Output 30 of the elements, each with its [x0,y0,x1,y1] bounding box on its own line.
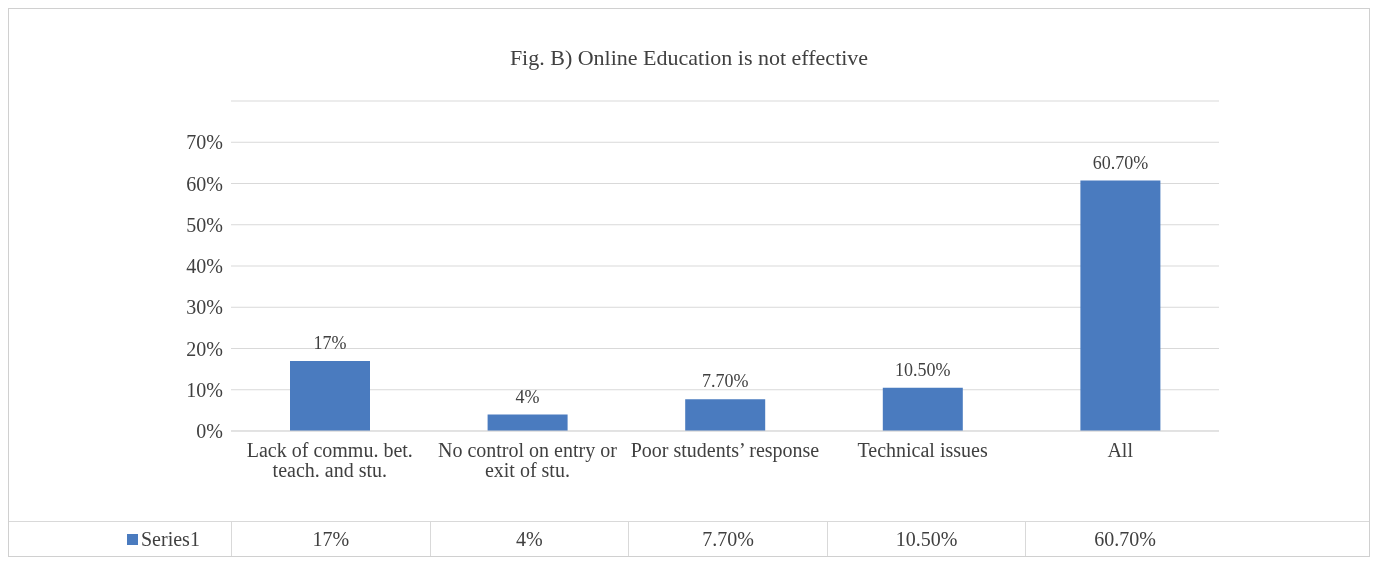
x-tick-label: Lack of commu. bet. teach. and stu. [246,439,413,482]
text: 4% [515,386,540,407]
text: 60.70% [1092,152,1149,173]
bar [487,414,568,431]
x-tick-label: No control on entry or exit of stu. [437,439,618,482]
data-label: 4% [429,522,629,556]
text: 7.70% [701,371,749,392]
x-tick-label: Poor students’ response [630,439,820,463]
data-label: 10.50% [826,522,1026,556]
bar [290,360,370,431]
x-tick-label: All [1107,439,1134,462]
data-label: 7.70% [628,522,827,556]
y-tick-label: 40% [186,255,223,278]
data-label: 60.70% [1025,522,1224,556]
bar [685,399,766,431]
x-tick-label: Technical issues [857,439,988,462]
y-tick-label: 20% [186,337,223,360]
y-tick-label: 70% [186,131,223,154]
y-tick-label: 50% [186,213,223,236]
bar [1080,180,1161,431]
y-tick-label: 30% [186,296,223,319]
chart-title: Fig. B) Online Education is not effective [508,44,870,71]
text: 17% [313,332,347,353]
text: 10.50% [895,359,951,380]
data-label: 17% [231,522,430,556]
y-tick-label: 60% [186,172,223,195]
y-tick-label: 0% [196,420,223,443]
bar [882,387,963,431]
legend-label: Series1 [140,527,200,551]
y-tick-label: 10% [186,378,223,401]
